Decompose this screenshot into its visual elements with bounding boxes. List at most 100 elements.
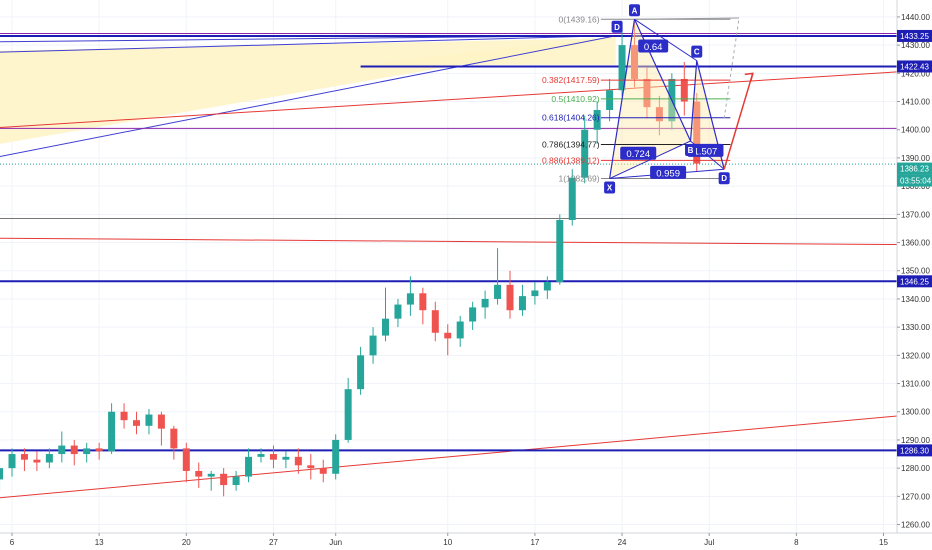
candle-body <box>294 456 302 466</box>
y-tick-label-1400: 1400.00 <box>901 126 930 135</box>
y-tick-label-1380: 1380.00 <box>901 182 930 191</box>
y-tick-label-1350: 1350.00 <box>901 267 930 276</box>
red-trend-upper <box>0 71 897 128</box>
y-tick-label-1440: 1440.00 <box>901 13 930 22</box>
y-tick-label-1390: 1390.00 <box>901 154 930 163</box>
y-tick-label-1330: 1330.00 <box>901 323 930 332</box>
candle-body <box>120 411 128 421</box>
point-tag-bg <box>685 144 697 157</box>
candle-body <box>518 296 526 311</box>
point-tag-X: X <box>604 181 616 194</box>
price-axis-bg <box>897 0 932 550</box>
fib-label-2: 0.5(1410.92) <box>551 94 599 104</box>
candle-body <box>431 310 439 333</box>
time-axis-bg <box>0 533 932 550</box>
point-tag-bg <box>629 4 640 17</box>
x-tick-label-27: 27 <box>269 538 278 547</box>
wedge-lower-line <box>0 35 618 158</box>
candle-body <box>593 109 601 130</box>
candle-body <box>543 282 551 291</box>
y-tick-label-1270: 1270.00 <box>901 492 930 501</box>
price-level-tag-1286.30: 1286.30 <box>897 444 932 457</box>
candle-body <box>0 468 4 480</box>
pattern-leg <box>689 60 698 142</box>
price-level-tag-text: 1386.23 <box>900 165 929 174</box>
red-level <box>0 237 897 246</box>
countdown-tag-text: 03:55:04 <box>900 177 932 186</box>
fib-dashed-diagonal <box>723 17 740 119</box>
price-level-tag-text: 1433.25 <box>900 32 929 41</box>
candle-body <box>606 90 614 110</box>
ratio-tag-text: 0.724 <box>626 149 650 160</box>
price-level-tag-bg <box>897 444 932 457</box>
candle-body <box>581 129 589 178</box>
candle-body <box>469 307 477 322</box>
wedge-fill-right <box>360 36 616 65</box>
fib-label-3: 0.618(1404.26) <box>542 113 600 123</box>
point-tag-D: D <box>718 172 730 185</box>
candle-body <box>145 414 153 426</box>
candle-body <box>456 321 464 339</box>
x-tick-label-20: 20 <box>182 538 191 547</box>
pattern-xb <box>609 140 691 179</box>
point-tag-text: A <box>632 6 638 15</box>
candle-body <box>344 389 352 440</box>
pattern-leg <box>609 19 636 179</box>
candle-body <box>531 290 539 297</box>
countdown-tag: 03:55:04 <box>897 174 932 187</box>
fib-top-line <box>634 17 740 20</box>
price-level-tag-1433.25: 1433.25 <box>897 29 932 42</box>
ratio-tag-text: 0.959 <box>656 168 680 179</box>
candle-body <box>220 473 228 486</box>
fib-label-6: 1(1382.69) <box>559 174 600 184</box>
point-tag-bg <box>691 45 703 58</box>
candle-body <box>693 101 701 164</box>
ratio-tag-text: 0.64 <box>644 42 663 53</box>
plot-area[interactable]: 0(1439.16) 0.382(1417.59) 0.5(1410.92) 0.61… <box>0 4 897 499</box>
y-tick-label-1410: 1410.00 <box>901 98 930 107</box>
ratio-tag-bg <box>620 146 657 160</box>
price-level-tag-1422.43: 1422.43 <box>897 60 932 73</box>
ratio-tag-0.64: 0.64 <box>638 39 669 53</box>
y-tick-label-1420: 1420.00 <box>901 69 930 78</box>
pattern-bcd-fill <box>690 60 725 170</box>
candle-body <box>394 304 402 319</box>
candle-body <box>108 411 116 452</box>
point-tag-C: C <box>691 45 703 58</box>
candle-body <box>419 293 427 311</box>
candle-body <box>207 473 215 477</box>
y-tick-label-1280: 1280.00 <box>901 464 930 473</box>
price-level-tag-bg <box>897 60 932 73</box>
candle-body <box>494 284 502 299</box>
candle-body <box>680 78 688 102</box>
drawings-back <box>0 33 897 499</box>
ratio-tag-bg <box>650 165 687 179</box>
point-tag-bg <box>611 20 623 33</box>
drawings-front: 0(1439.16) 0.382(1417.59) 0.5(1410.92) 0.61… <box>542 4 754 194</box>
candle-body <box>232 476 240 486</box>
x-tick-label-24: 24 <box>618 538 627 547</box>
price-level-tag-1386.23: 1386.23 <box>897 162 932 175</box>
candle-body <box>357 355 365 390</box>
candle-body <box>631 45 638 79</box>
candle-body <box>58 445 66 455</box>
candle-body <box>481 298 489 308</box>
point-tag-D-wedge: D <box>611 20 623 33</box>
candle-body <box>95 448 103 452</box>
candle-body <box>332 439 340 474</box>
y-tick-label-1360: 1360.00 <box>901 239 930 248</box>
price-level-tag-bg <box>897 29 932 42</box>
candle-body <box>307 465 315 469</box>
point-tag-bg <box>718 172 730 185</box>
price-level-tag-bg <box>897 162 932 175</box>
ratio-tag-0.959: 0.959 <box>650 165 687 179</box>
ratio-tag-bg <box>687 143 724 157</box>
candle-body <box>282 456 290 460</box>
x-tick-label-Jun: Jun <box>329 538 342 547</box>
ratio-tag-0.724: 0.724 <box>620 146 657 160</box>
y-tick-label-1310: 1310.00 <box>901 380 930 389</box>
fib-label-0: 0(1439.16) <box>559 14 600 24</box>
candle-body <box>506 284 514 311</box>
